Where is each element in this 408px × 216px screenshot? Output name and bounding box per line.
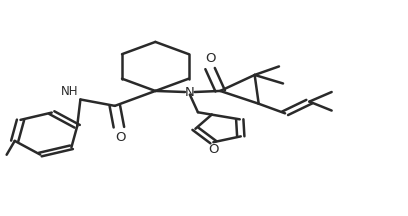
Text: N: N xyxy=(185,86,195,98)
Text: O: O xyxy=(116,131,126,144)
Text: NH: NH xyxy=(61,85,78,98)
Text: O: O xyxy=(205,52,215,65)
Text: O: O xyxy=(208,143,219,156)
